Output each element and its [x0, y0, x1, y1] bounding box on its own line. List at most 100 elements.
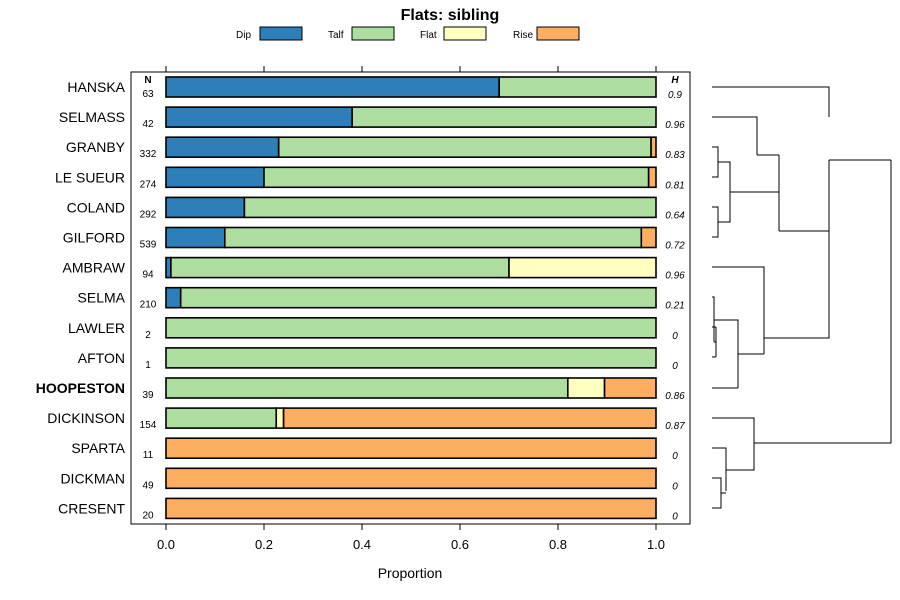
- n-column-header: N: [144, 75, 151, 86]
- bar-segment-dip: [165, 166, 265, 189]
- bar-segment-talf: [263, 166, 650, 189]
- n-value: 39: [142, 390, 154, 401]
- h-value: 0.72: [665, 241, 685, 252]
- bar-segment-dip: [165, 196, 246, 219]
- category-label: GRANBY: [66, 139, 126, 155]
- row-granby: GRANBY 332 0.83: [66, 136, 685, 161]
- dendrogram-link: [714, 319, 739, 388]
- legend-swatch-dip: [259, 26, 303, 41]
- category-label: DICKINSON: [47, 410, 125, 426]
- h-value: 0.83: [665, 150, 685, 161]
- n-value: 63: [142, 89, 154, 100]
- chart-rows: HANSKA 63 0.9 SELMASS 42 0.96 GRANBY 332 0.83 LE …: [36, 76, 685, 522]
- n-value: 332: [140, 149, 157, 160]
- legend-swatch-rise: [536, 26, 580, 41]
- h-value: 0: [672, 511, 678, 522]
- category-label: GILFORD: [63, 230, 125, 246]
- category-label: LAWLER: [68, 320, 125, 336]
- n-value: 154: [140, 420, 157, 431]
- bar-segment-dip: [165, 76, 501, 98]
- dendrogram-link: [764, 160, 830, 339]
- row-lawler: LAWLER 2 0: [68, 316, 678, 342]
- h-value: 0: [672, 361, 678, 372]
- bar-segment-talf: [498, 76, 657, 98]
- dendrogram-link: [712, 266, 765, 321]
- n-value: 49: [142, 480, 154, 491]
- row-dickman: DICKMAN 49 0: [60, 467, 678, 492]
- n-value: 210: [140, 300, 157, 311]
- row-ambraw: AMBRAW 94 0.96: [63, 256, 685, 282]
- n-value: 274: [140, 179, 157, 190]
- bar-segment-talf: [243, 196, 657, 219]
- dendrogram-link: [754, 160, 892, 444]
- x-tick-label: 0.4: [353, 537, 371, 552]
- dendrogram-link: [712, 206, 719, 222]
- dendrogram-link: [718, 192, 731, 223]
- bar-segment-talf: [165, 347, 657, 369]
- legend-swatch-talf: [351, 26, 395, 41]
- category-label: HANSKA: [67, 79, 125, 95]
- bar-segment-talf: [277, 136, 652, 158]
- dendrogram-link: [712, 477, 722, 493]
- x-tick-label: 1.0: [647, 537, 665, 552]
- h-value: 0: [672, 451, 678, 462]
- bar-segment-talf: [165, 407, 278, 429]
- row-le-sueur: LE SUEUR 274 0.81: [55, 166, 685, 191]
- h-value: 0.21: [665, 301, 684, 312]
- n-value: 20: [142, 510, 154, 521]
- dendrogram-link: [712, 146, 719, 162]
- dendrogram-link: [712, 86, 830, 117]
- bar-segment-rise: [650, 136, 657, 158]
- bar-segment-rise: [282, 407, 657, 429]
- h-value: 0: [672, 331, 678, 342]
- n-value: 42: [142, 119, 154, 130]
- row-afton: AFTON 1 0: [78, 347, 678, 372]
- bar-segment-flat: [275, 407, 285, 429]
- row-selmass: SELMASS 42 0.96: [59, 106, 685, 131]
- h-value: 0.87: [665, 421, 685, 432]
- row-hoopeston: HOOPESTON 39 0.86: [36, 377, 685, 402]
- bar-segment-rise: [647, 166, 657, 189]
- bar-segment-flat: [508, 256, 657, 279]
- dendrogram-link: [712, 222, 719, 238]
- x-tick-label: 0.0: [157, 537, 175, 552]
- dendrogram-link: [712, 417, 755, 443]
- chart-title: Flats: sibling: [401, 7, 500, 24]
- row-coland: COLAND 292 0.64: [67, 196, 685, 221]
- category-label: SPARTA: [71, 440, 125, 456]
- bar-segment-flat: [566, 377, 606, 399]
- legend-label-talf: Talf: [328, 30, 344, 41]
- category-label: SELMA: [78, 290, 126, 306]
- row-selma: SELMA 210 0.21: [78, 286, 685, 312]
- dendrogram-link: [712, 116, 758, 155]
- category-label: DICKMAN: [60, 470, 125, 486]
- bar-segment-dip: [165, 286, 182, 309]
- legend-label-rise: Rise: [513, 30, 533, 41]
- row-hanska: HANSKA 63 0.9: [67, 76, 682, 101]
- n-value: 94: [142, 270, 154, 281]
- dendrogram-link: [712, 162, 719, 178]
- n-value: 11: [143, 450, 154, 461]
- row-sparta: SPARTA 11 0: [71, 437, 678, 462]
- h-value: 0: [672, 481, 678, 492]
- category-label: AFTON: [78, 350, 125, 366]
- dendrogram: [712, 86, 892, 509]
- dendrogram-link: [712, 296, 715, 342]
- dendrogram-link: [726, 443, 755, 471]
- bar-segment-dip: [165, 136, 280, 158]
- category-label: COLAND: [67, 199, 125, 215]
- bar-segment-talf: [170, 256, 510, 279]
- n-value: 2: [145, 330, 151, 341]
- bar-segment-talf: [165, 377, 569, 399]
- h-value: 0.64: [665, 210, 685, 221]
- legend-label-flat: Flat: [420, 30, 437, 41]
- x-tick-label: 0.6: [451, 537, 469, 552]
- legend-swatch-flat: [443, 26, 487, 41]
- legend-label-dip: Dip: [236, 30, 251, 41]
- bar-segment-rise: [165, 437, 657, 460]
- bar-segment-rise: [165, 467, 657, 490]
- n-value: 1: [145, 360, 151, 371]
- dendrogram-link: [712, 447, 727, 491]
- h-value: 0.9: [668, 90, 682, 101]
